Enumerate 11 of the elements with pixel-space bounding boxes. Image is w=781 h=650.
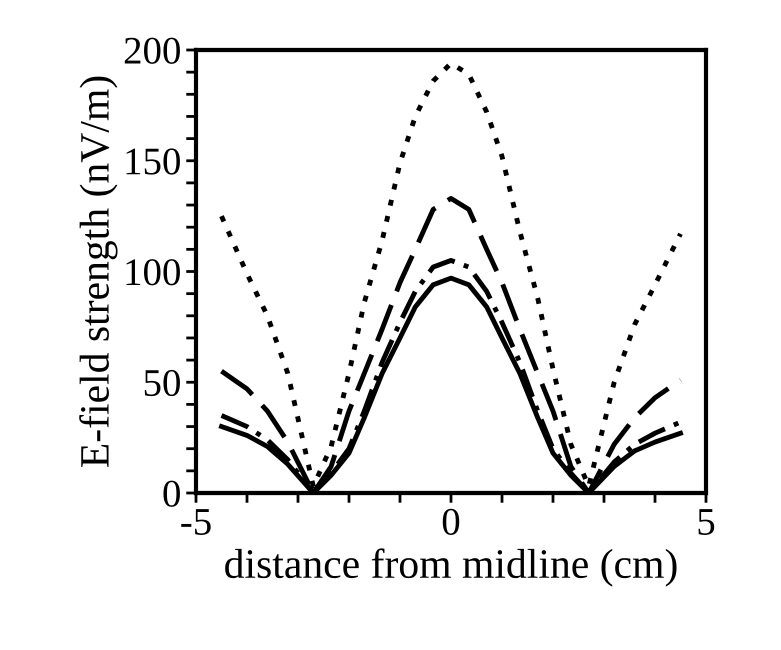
x-tick-label: 5: [698, 509, 714, 535]
y-tick-label: 0: [163, 480, 180, 507]
y-tick-label: 150: [126, 148, 180, 175]
line-series: [219, 60, 683, 489]
y-tick-label: 100: [126, 259, 180, 286]
x-tick-label: -5: [181, 509, 211, 535]
y-axis-title: E-field strength (nV/m): [79, 76, 118, 468]
y-tick-label: 200: [124, 38, 180, 64]
x-axis-title: distance from midline (cm): [225, 548, 677, 587]
x-tick-label: 0: [442, 508, 460, 535]
y-tick-label: 50: [144, 370, 180, 396]
